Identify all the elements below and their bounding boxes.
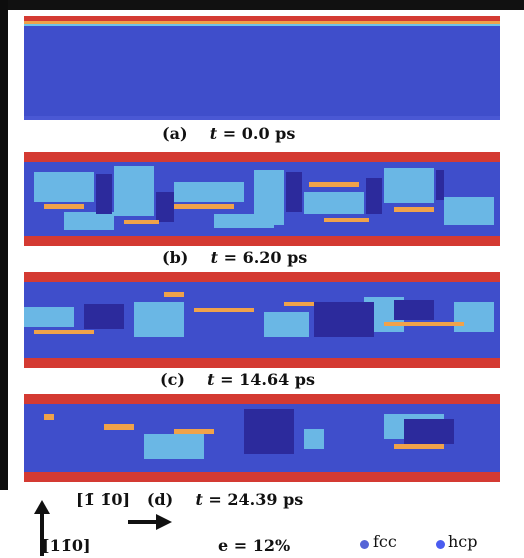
panel-b-image — [24, 152, 500, 246]
hcp-legend-label: hcp — [448, 532, 478, 551]
frame-left-border — [0, 0, 8, 490]
direction-horizontal: [1̄ 1̄0] — [76, 490, 131, 509]
strain-value: e = 12% — [218, 536, 291, 555]
hcp-legend-dot-icon — [436, 540, 445, 549]
caption-a-label: (a) — [162, 124, 188, 143]
caption-d-label: (d) — [146, 490, 174, 509]
caption-b-label: (b) — [162, 248, 189, 267]
caption-d-time-var: t = — [195, 490, 222, 509]
caption-c: (c) t = 14.64 ps — [160, 370, 315, 389]
direction-arrows-icon — [34, 500, 172, 556]
caption-c-time: 14.64 ps — [239, 370, 315, 389]
caption-b: (b) t = 6.20 ps — [162, 248, 307, 267]
caption-d: [1̄ 1̄0] (d) t = 24.39 ps — [76, 490, 303, 509]
caption-a-time: 0.0 ps — [241, 124, 296, 143]
caption-d-time: 24.39 ps — [227, 490, 304, 509]
panel-d-image — [24, 394, 500, 482]
fcc-legend-label: fcc — [373, 532, 397, 551]
caption-a-time-var: t = — [209, 124, 237, 143]
caption-b-time-var: t = — [210, 248, 237, 267]
caption-a: (a) t = 0.0 ps — [162, 124, 295, 143]
panel-a-image — [24, 16, 500, 120]
caption-c-time-var: t = — [207, 370, 234, 389]
caption-b-time: 6.20 ps — [242, 248, 308, 267]
caption-c-label: (c) — [160, 370, 185, 389]
panel-c-image — [24, 272, 500, 368]
direction-vertical: [11̄0] — [42, 536, 91, 555]
fcc-legend-dot-icon — [360, 540, 369, 549]
frame-top-border — [0, 0, 524, 10]
